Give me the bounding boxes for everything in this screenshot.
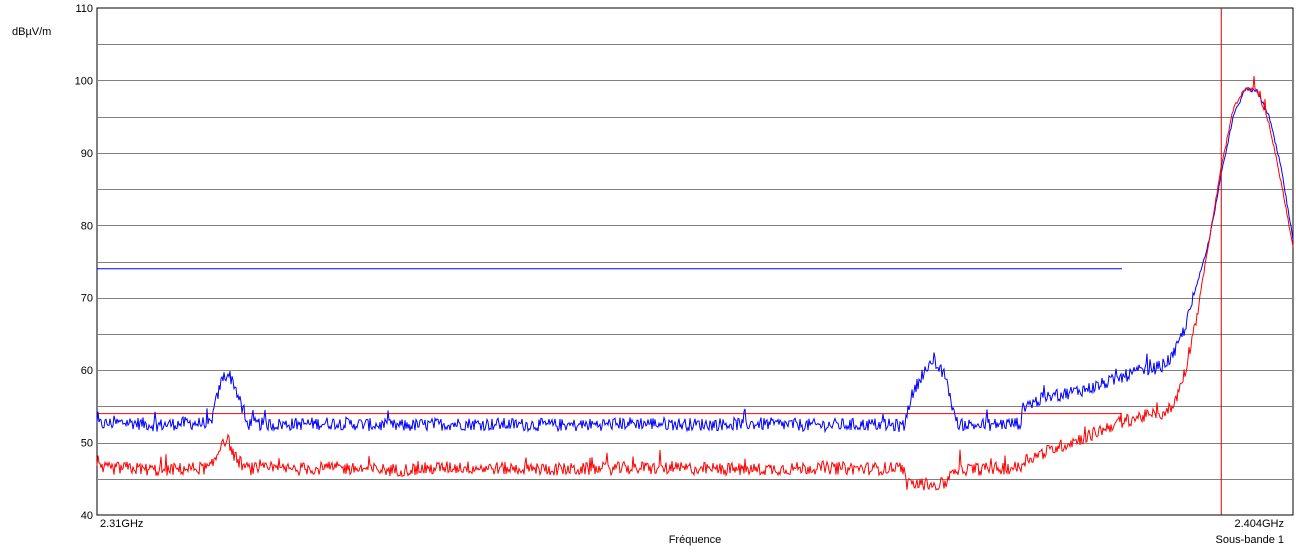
x-start-label: 2.31GHz	[100, 518, 143, 530]
series-traces	[96, 75, 1294, 491]
y-tick-labels: 40 50 60 70 80 90 100 110	[75, 3, 93, 522]
y-tick-label: 100	[75, 75, 93, 87]
y-tick-label: 70	[81, 293, 93, 305]
y-tick-label: 110	[75, 3, 93, 15]
x-axis-label: Fréquence	[669, 534, 722, 546]
y-tick-label: 50	[81, 438, 93, 450]
y-tick-label: 40	[81, 510, 93, 522]
y-tick-label: 80	[81, 220, 93, 232]
series-trace	[96, 87, 1294, 434]
subband-label: Sous-bande 1	[1216, 534, 1285, 546]
x-end-label: 2.404GHz	[1234, 518, 1284, 530]
y-tick-label: 90	[81, 148, 93, 160]
limit-lines	[97, 268, 1122, 415]
y-axis-label: dBµV/m	[12, 26, 51, 38]
plot-frame	[96, 7, 1294, 516]
grid-lines	[97, 44, 1293, 480]
series-trace	[96, 75, 1294, 491]
y-tick-label: 60	[81, 365, 93, 377]
